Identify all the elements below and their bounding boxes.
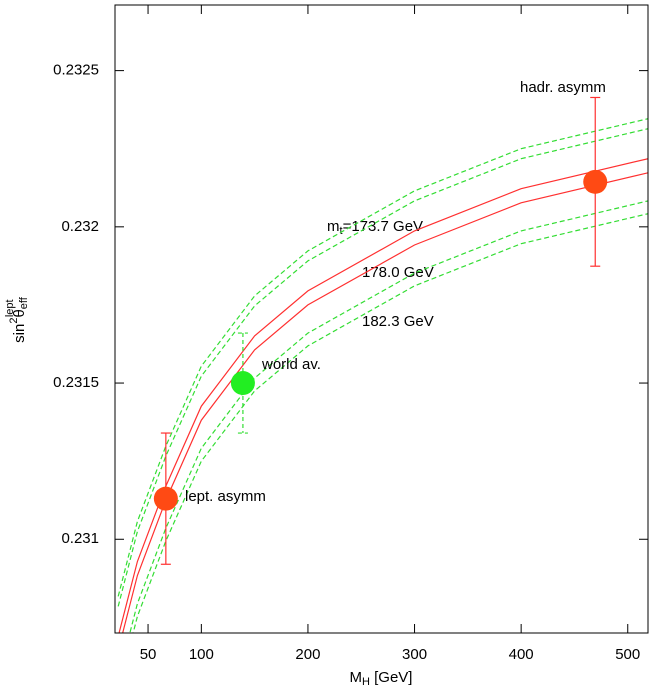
x-label-main: M [350, 669, 363, 686]
plot-frame [114, 4, 649, 634]
curve [129, 200, 648, 633]
annotation-main: m [327, 218, 340, 235]
point-label: hadr. asymm [520, 79, 606, 96]
y-axis-label: sin2θefflept [4, 296, 30, 343]
annotation-sub: t [340, 225, 343, 237]
y-tick-label: 0.2315 [53, 374, 99, 391]
x-tick-label: 50 [140, 646, 157, 663]
y-label-main: sin [11, 324, 28, 343]
curve [117, 128, 648, 607]
point-label: lept. asymm [185, 488, 266, 505]
y-tick-label: 0.232 [61, 218, 99, 235]
x-tick-label: 400 [509, 646, 534, 663]
plot-area [117, 96, 648, 633]
y-tick-label: 0.2325 [53, 62, 99, 79]
x-label-rest: [GeV] [370, 669, 413, 686]
point [230, 371, 255, 396]
y-label-sup: 2 [8, 318, 20, 324]
x-tick-label: 100 [189, 646, 214, 663]
x-tick-label: 300 [402, 646, 427, 663]
curve [117, 118, 648, 597]
x-tick-label: 500 [615, 646, 640, 663]
curve [118, 158, 648, 633]
x-tick-label: 200 [295, 646, 320, 663]
y-tick-label: 0.231 [61, 530, 99, 547]
annotation: 182.3 GeV [362, 313, 434, 330]
y-label-sup2: lept [4, 299, 16, 317]
annotation: 178.0 GeV [362, 264, 434, 281]
x-label-sub: H [362, 676, 370, 688]
y-label-theta: θ [11, 309, 28, 317]
x-axis-label: MH [GeV] [350, 669, 413, 688]
point-label: world av. [261, 356, 321, 373]
point [153, 486, 178, 511]
y-label-sub: eff [18, 296, 30, 309]
curve [132, 213, 648, 633]
curve [122, 172, 648, 633]
point [583, 169, 608, 194]
